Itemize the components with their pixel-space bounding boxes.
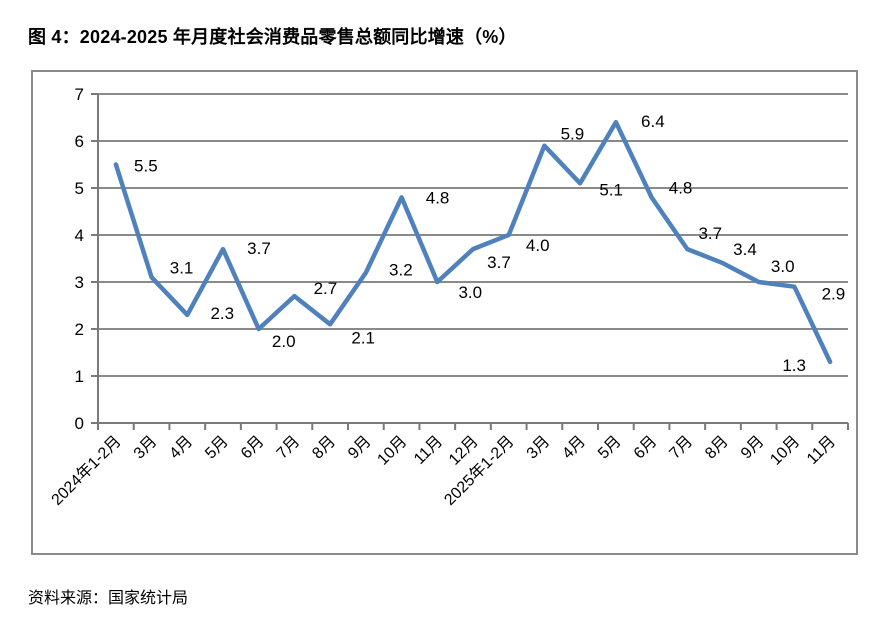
x-tick-label: 3月 (131, 433, 161, 463)
data-label: 2.1 (351, 328, 375, 347)
x-tick-label: 5月 (202, 433, 232, 463)
x-tick-label: 8月 (309, 433, 339, 463)
data-label: 5.1 (599, 180, 623, 199)
x-tick-label: 2024年1-2月 (48, 432, 125, 509)
x-tick-label: 3月 (524, 433, 554, 463)
x-tick-label: 7月 (274, 433, 304, 463)
data-label: 3.7 (698, 224, 722, 243)
x-tick-label: 9月 (345, 433, 375, 463)
x-tick-label: 10月 (374, 433, 410, 469)
x-tick-label: 11月 (804, 433, 839, 468)
data-label: 5.5 (134, 156, 158, 175)
series-line (113, 119, 833, 365)
data-label: 1.3 (782, 356, 806, 375)
data-label: 2.7 (314, 279, 338, 298)
data-label: 2.3 (210, 304, 234, 323)
data-label: 4.8 (426, 188, 450, 207)
chart-frame (31, 70, 858, 555)
x-tick-label: 4月 (559, 433, 589, 463)
data-label: 2.0 (272, 332, 296, 351)
data-label: 3.2 (389, 261, 413, 280)
data-label: 4.0 (526, 236, 550, 255)
y-tick-label: 4 (75, 226, 84, 245)
data-label: 3.0 (458, 283, 482, 302)
x-tick-label: 6月 (631, 433, 661, 463)
x-tick-label: 8月 (702, 433, 732, 463)
x-tick-label: 10月 (767, 433, 803, 469)
data-label: 4.8 (669, 178, 693, 197)
x-tick-label: 4月 (166, 433, 196, 463)
x-tick-label: 11月 (411, 433, 446, 468)
data-label: 3.4 (733, 240, 757, 259)
y-tick-label: 7 (75, 85, 84, 104)
y-tick-label: 6 (75, 132, 84, 151)
y-tick-label: 1 (75, 367, 84, 386)
x-tick-label: 7月 (666, 433, 696, 463)
source-note: 资料来源：国家统计局 (28, 590, 189, 607)
y-tick-label: 5 (75, 179, 84, 198)
y-tick-label: 2 (75, 320, 84, 339)
x-tick-label: 9月 (738, 433, 768, 463)
data-label: 5.9 (561, 125, 585, 144)
data-label: 3.0 (771, 257, 795, 276)
data-label: 3.1 (170, 258, 194, 277)
y-tick-label: 3 (75, 273, 84, 292)
data-label: 6.4 (641, 112, 665, 131)
data-label: 2.9 (822, 285, 846, 304)
y-tick-label: 0 (75, 414, 84, 433)
data-label: 3.7 (487, 253, 511, 272)
x-tick-label: 6月 (238, 433, 268, 463)
x-tick-label: 5月 (595, 433, 625, 463)
chart-title: 图 4：2024-2025 年月度社会消费品零售总额同比增速（%） (28, 27, 517, 47)
data-label: 3.7 (247, 239, 271, 258)
